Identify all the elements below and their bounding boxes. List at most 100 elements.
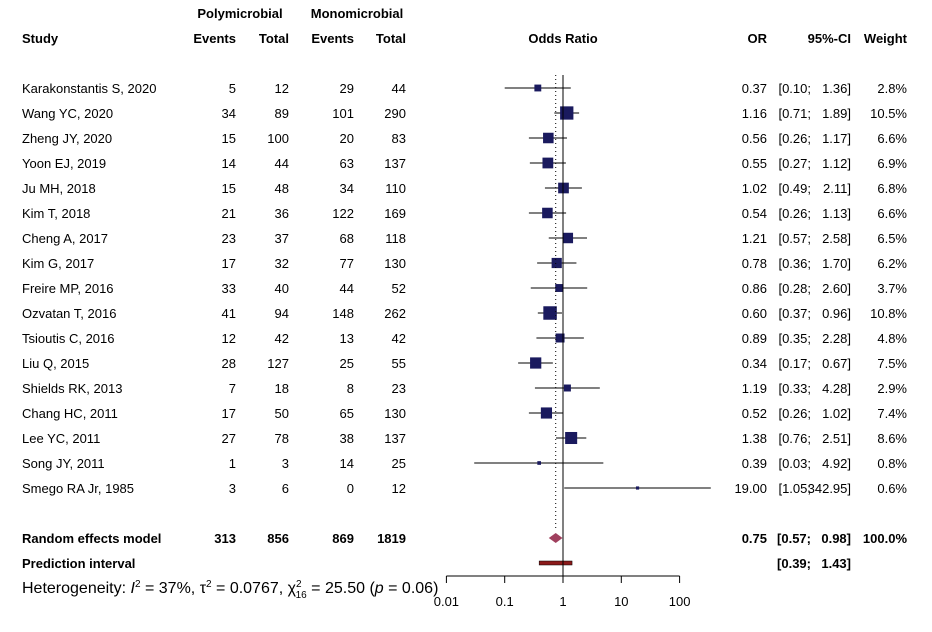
table-row: Liu Q, 2015 28 127 25 55 0.34 [0.17; 0.67] 7.5% — [22, 356, 907, 371]
study-name: Kim T, 2018 — [22, 206, 90, 221]
effect-square — [537, 461, 541, 465]
cell-n2: 83 — [392, 131, 406, 146]
cell-e2: 148 — [332, 306, 354, 321]
study-name: Kim G, 2017 — [22, 256, 94, 271]
het-i2-sup: 2 — [135, 579, 141, 590]
cell-e2: 65 — [340, 406, 354, 421]
cell-ci-upper: 1.13] — [822, 206, 851, 221]
cell-ci-upper: 4.92] — [822, 456, 851, 471]
cell-ci-upper: 2.28] — [822, 331, 851, 346]
cell-e2: 44 — [340, 281, 354, 296]
cell-n1: 127 — [267, 356, 289, 371]
cell-n1: 12 — [275, 81, 289, 96]
cell-weight: 7.4% — [877, 406, 907, 421]
header-polymicrobial: Polymicrobial — [197, 6, 282, 21]
study-name: Liu Q, 2015 — [22, 356, 89, 371]
cell-or: 1.21 — [742, 231, 767, 246]
cell-weight: 2.9% — [877, 381, 907, 396]
cell-n1: 6 — [282, 481, 289, 496]
cell-ci-lower: [0.26; — [778, 406, 811, 421]
study-name: Ju MH, 2018 — [22, 181, 96, 196]
study-name: Chang HC, 2011 — [22, 406, 118, 421]
cell-ci-lower: [1.05; — [778, 481, 811, 496]
cell-or: 1.38 — [742, 431, 767, 446]
cell-weight: 6.5% — [877, 231, 907, 246]
cell-e1: 12 — [222, 331, 236, 346]
header-events-2: Events — [311, 31, 354, 46]
prediction-label: Prediction interval — [22, 556, 135, 571]
cell-weight: 6.6% — [877, 206, 907, 221]
het-tau: τ — [200, 580, 207, 597]
cell-weight: 6.9% — [877, 156, 907, 171]
tick-label: 0.1 — [496, 594, 514, 609]
effect-square — [543, 306, 557, 320]
study-rows: Karakonstantis S, 2020 5 12 29 44 0.37 [0.10; 1… — [22, 81, 907, 496]
cell-ci-lower: [0.57; — [777, 531, 811, 546]
effect-square — [563, 384, 571, 392]
cell-e1: 14 — [222, 156, 236, 171]
cell-n1: 32 — [275, 256, 289, 271]
cell-ci-upper: 342.95] — [808, 481, 851, 496]
header-or: OR — [748, 31, 768, 46]
tick-label: 0.01 — [434, 594, 459, 609]
cell-ci-lower: [0.35; — [778, 331, 811, 346]
cell-n2: 1819 — [377, 531, 406, 546]
cell-e1: 33 — [222, 281, 236, 296]
cell-e1: 7 — [229, 381, 236, 396]
study-name: Yoon EJ, 2019 — [22, 156, 106, 171]
cell-ci-lower: [0.49; — [778, 181, 811, 196]
cell-weight: 2.8% — [877, 81, 907, 96]
heterogeneity-text: Heterogeneity: I2 = 37%, τ2 = 0.0767, χ2… — [22, 579, 438, 601]
cell-ci-lower: [0.26; — [778, 206, 811, 221]
prediction-bar — [538, 560, 573, 566]
het-i2: I — [131, 580, 136, 597]
cell-or: 19.00 — [734, 481, 767, 496]
effect-square — [540, 407, 553, 419]
het-chi-val: = 25.50 ( — [307, 580, 376, 597]
cell-e2: 34 — [340, 181, 354, 196]
cell-n2: 55 — [392, 356, 406, 371]
cell-n2: 262 — [384, 306, 406, 321]
cell-n2: 137 — [384, 156, 406, 171]
cell-e1: 41 — [222, 306, 236, 321]
cell-ci-lower: [0.10; — [778, 81, 811, 96]
cell-n1: 40 — [275, 281, 289, 296]
cell-ci-upper: 1.89] — [822, 106, 851, 121]
cell-n2: 12 — [392, 481, 406, 496]
cell-ci-lower: [0.33; — [778, 381, 811, 396]
cell-e2: 0 — [347, 481, 354, 496]
cell-ci-lower: [0.17; — [778, 356, 811, 371]
tick-label: 10 — [614, 594, 628, 609]
cell-ci-lower: [0.71; — [778, 106, 811, 121]
effect-square — [558, 182, 569, 194]
study-name: Lee YC, 2011 — [22, 431, 100, 446]
cell-ci-lower: [0.57; — [778, 231, 811, 246]
study-name: Song JY, 2011 — [22, 456, 105, 471]
header-events-1: Events — [193, 31, 236, 46]
cell-ci-lower: [0.28; — [778, 281, 811, 296]
cell-ci-lower: [0.03; — [778, 456, 811, 471]
cell-n1: 856 — [267, 531, 289, 546]
cell-or: 0.56 — [742, 131, 767, 146]
cell-e2: 122 — [332, 206, 354, 221]
summary-rows: Random effects model 313 856 869 1819 0.75 [0.… — [22, 531, 907, 571]
cell-e2: 25 — [340, 356, 354, 371]
cell-ci-upper: 1.02] — [822, 406, 851, 421]
cell-or: 1.16 — [742, 106, 767, 121]
het-p-val: = 0.06) — [384, 580, 439, 597]
study-name: Smego RA Jr, 1985 — [22, 481, 134, 496]
cell-or: 0.78 — [742, 256, 767, 271]
cell-ci-upper: 1.12] — [822, 156, 851, 171]
cell-ci-lower: [0.37; — [778, 306, 811, 321]
cell-weight: 6.8% — [877, 181, 907, 196]
cell-weight: 8.6% — [877, 431, 907, 446]
cell-ci-lower: [0.27; — [778, 156, 811, 171]
cell-or: 0.34 — [742, 356, 767, 371]
header-study: Study — [22, 31, 59, 46]
cell-ci-lower: [0.76; — [778, 431, 811, 446]
cell-ci-lower: [0.39; — [777, 556, 811, 571]
cell-n2: 130 — [384, 406, 406, 421]
cell-or: 1.19 — [742, 381, 767, 396]
table-row: Song JY, 2011 1 3 14 25 0.39 [0.03; 4.92] 0.8% — [22, 456, 907, 471]
